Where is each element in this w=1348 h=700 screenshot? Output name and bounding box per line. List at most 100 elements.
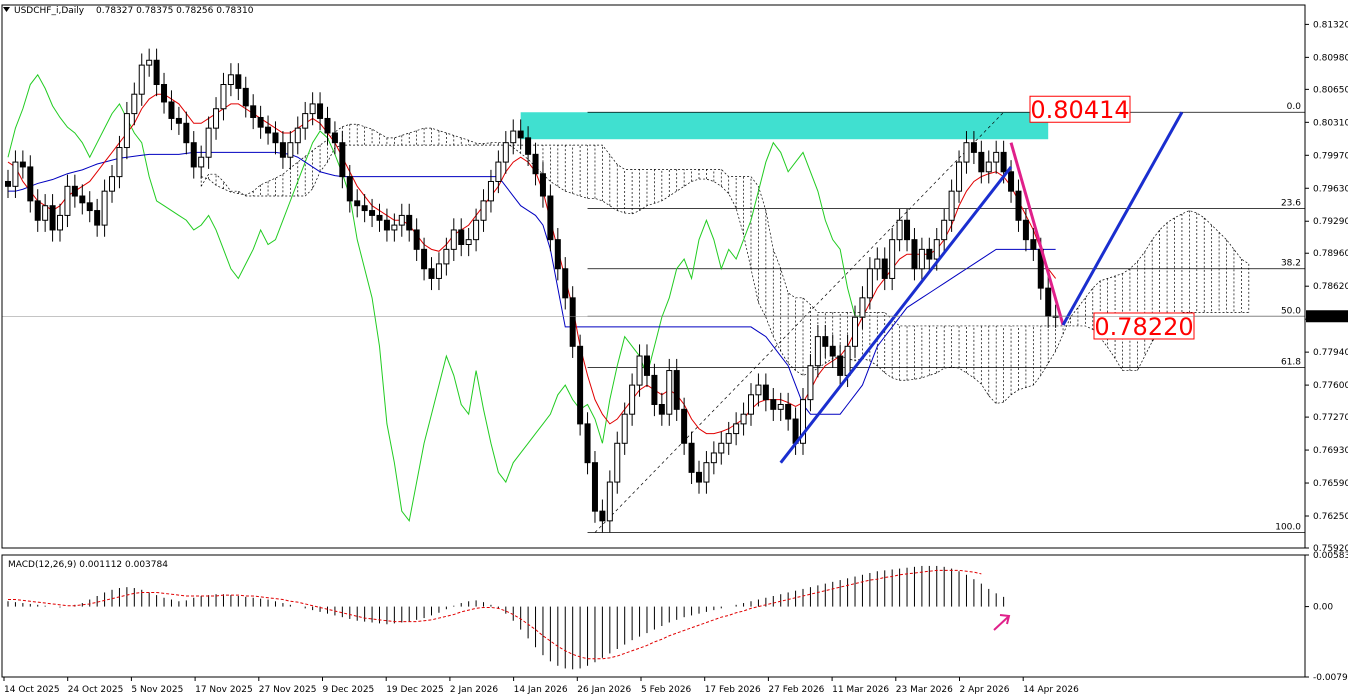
y-tick-label: 0.77940 <box>1313 348 1348 358</box>
y-tick-label: 0.76930 <box>1313 446 1348 456</box>
senkou-span-a <box>201 123 1250 404</box>
candle-body <box>257 116 264 128</box>
candle-body <box>86 202 93 212</box>
y-tick-label: 0.80980 <box>1313 53 1348 63</box>
candle-body <box>1022 219 1029 241</box>
chart-title: USDCHF_i,Daily <box>14 6 85 16</box>
x-tick-label: 17 Nov 2025 <box>195 685 253 695</box>
candle-body <box>614 442 621 483</box>
candle-body <box>829 345 836 357</box>
candle-body <box>584 423 591 464</box>
candle-body <box>421 248 428 270</box>
x-tick-label: 2 Apr 2026 <box>960 685 1010 695</box>
candle-body <box>866 268 873 299</box>
dropdown-arrow-icon[interactable] <box>3 7 10 12</box>
x-tick-label: 5 Nov 2025 <box>131 685 183 695</box>
x-tick-label: 2 Jan 2026 <box>450 685 498 695</box>
ohlc-values: 0.78327 0.78375 0.78256 0.78310 <box>96 6 254 16</box>
x-tick-label: 27 Nov 2025 <box>259 685 317 695</box>
candle-body <box>5 180 11 187</box>
candle-body <box>435 263 442 279</box>
candle-body <box>487 180 494 202</box>
candle-body <box>302 113 309 129</box>
candle-body <box>525 137 532 155</box>
candle-body <box>27 166 34 202</box>
x-tick-label: 19 Dec 2025 <box>386 685 444 695</box>
candle-body <box>272 132 279 144</box>
x-tick-label: 24 Oct 2025 <box>68 685 124 695</box>
candle-body <box>131 93 138 115</box>
candle-body <box>369 210 376 216</box>
candle-body <box>785 403 792 420</box>
senkou-span-b <box>200 144 1249 371</box>
candle-body <box>532 153 539 175</box>
candle-body <box>49 205 56 231</box>
fib-diagonal <box>594 111 1004 533</box>
candle-body <box>748 394 754 415</box>
candle-body <box>1000 151 1007 173</box>
candle-body <box>970 142 977 153</box>
candle-body <box>190 142 197 168</box>
resistance-zone <box>520 112 1049 140</box>
candle-body <box>718 442 725 454</box>
candle-body <box>376 214 383 221</box>
candle-body <box>926 248 933 260</box>
candle-body <box>517 130 524 139</box>
candle-body <box>361 205 368 212</box>
candle-body <box>391 224 398 231</box>
x-tick-label: 14 Apr 2026 <box>1023 685 1079 695</box>
candle-body <box>889 239 896 279</box>
candle-body <box>213 108 220 129</box>
candle-body <box>740 413 747 425</box>
x-tick-label: 14 Oct 2025 <box>4 685 60 695</box>
price-pane: 0.0 23.6 38.2 50.0 61.8 100.0 0.80414 0.78220 <box>2 48 1305 533</box>
fib-level-label: 0.0 <box>1287 102 1302 112</box>
candle-body <box>688 442 695 473</box>
macd-arrow-icon <box>993 614 1011 631</box>
fib-level-label: 38.2 <box>1281 259 1301 269</box>
candle-body <box>621 413 628 444</box>
axes: 0.81320 0.80980 0.80650 0.80310 0.79970 0.796… <box>1 4 1348 695</box>
candle-body <box>220 84 227 110</box>
candle-body <box>146 59 153 66</box>
candle-body <box>510 130 517 144</box>
x-tick-label: 9 Dec 2025 <box>323 685 375 695</box>
candle-body <box>651 374 658 405</box>
candle-body <box>42 205 49 221</box>
candle-body <box>198 156 205 168</box>
candle-body <box>12 161 19 187</box>
candle-body <box>636 355 643 386</box>
candle-body <box>703 462 710 483</box>
candle-body <box>138 64 145 95</box>
candle-body <box>591 462 598 512</box>
candle-body <box>993 151 1000 163</box>
candle-body <box>406 214 413 231</box>
y-tick-label: 0.77270 <box>1313 413 1348 423</box>
y-tick-label: 0.78620 <box>1313 282 1348 292</box>
candle-body <box>79 195 86 204</box>
candle-body <box>1015 190 1022 221</box>
candle-body <box>539 173 546 197</box>
candle-body <box>599 510 606 522</box>
candle-body <box>287 142 294 158</box>
candle-body <box>911 239 918 270</box>
candle-body <box>480 200 487 221</box>
last-price-value: 0.78310 <box>1309 312 1346 322</box>
fib-level-label: 100.0 <box>1275 522 1301 532</box>
candle-body <box>606 481 613 522</box>
candle-body <box>64 185 71 216</box>
candle-body <box>547 195 554 241</box>
candle-body <box>822 336 829 347</box>
candle-body <box>123 113 130 149</box>
macd-signal-line <box>8 569 982 660</box>
candle-body <box>1030 239 1037 250</box>
candle-body <box>569 297 576 347</box>
candle-body <box>681 408 688 444</box>
x-tick-label: 27 Feb 2026 <box>768 685 824 695</box>
macd-y-tick-label: 0.005838 <box>1313 551 1348 561</box>
candle-body <box>695 471 702 483</box>
candle-body <box>673 370 680 410</box>
candle-body <box>733 423 740 435</box>
y-tick-label: 0.75920 <box>1313 544 1348 554</box>
